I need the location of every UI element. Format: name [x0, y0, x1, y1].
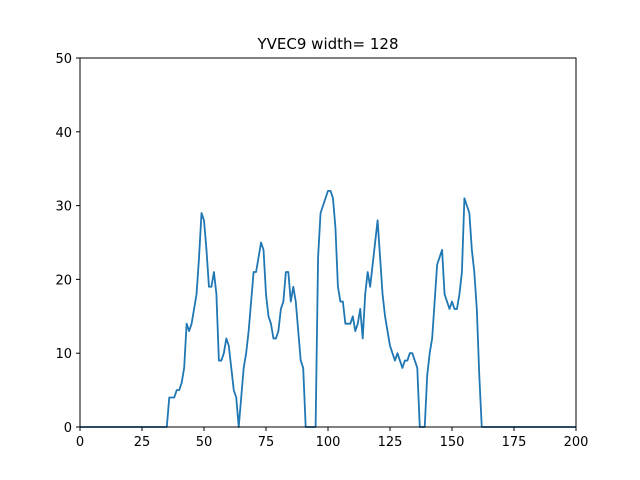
x-tick-label: 150 [440, 435, 465, 450]
series-layer [80, 189, 576, 428]
y-tick-label: 30 [55, 200, 72, 215]
y-tick-label: 10 [55, 347, 72, 362]
x-tick-label: 75 [258, 435, 275, 450]
x-tick-label: 125 [378, 435, 403, 450]
series-line-0 [80, 189, 576, 428]
y-tick-label: 0 [64, 421, 72, 436]
x-tick-label: 200 [564, 435, 589, 450]
y-tick-label: 50 [55, 52, 72, 67]
y-tick-label: 20 [55, 273, 72, 288]
chart-title: YVEC9 width= 128 [257, 35, 399, 53]
x-tick-label: 25 [134, 435, 151, 450]
x-tick-label: 50 [196, 435, 213, 450]
y-tick-label: 40 [55, 126, 72, 141]
axes-layer: 0 25 50 75 100 125 150 175 200 0 10 20 30 40 50 [55, 52, 588, 450]
x-tick-label: 0 [76, 435, 84, 450]
x-tick-label: 100 [316, 435, 341, 450]
x-tick-label: 175 [502, 435, 527, 450]
